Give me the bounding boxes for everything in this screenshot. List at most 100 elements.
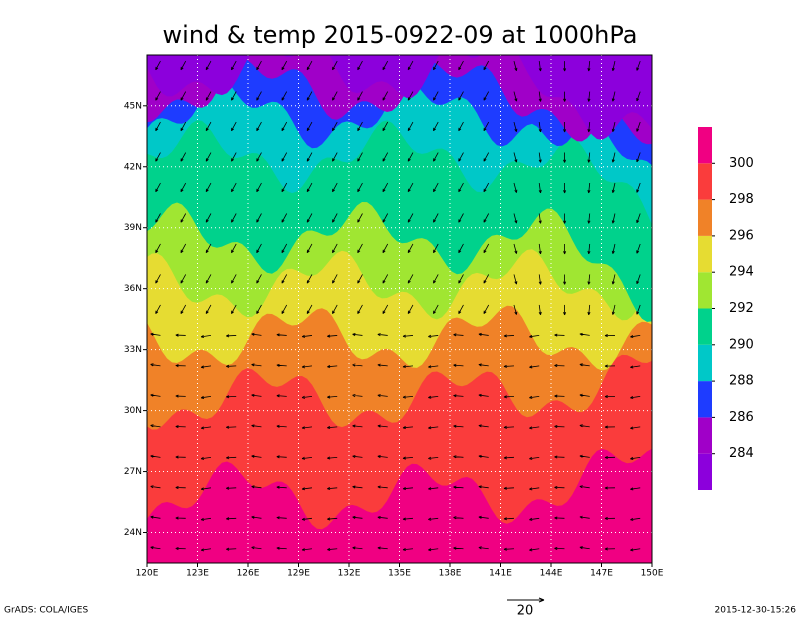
wind-vector [636, 121, 641, 132]
wind-vector [200, 456, 212, 460]
wind-vector [231, 121, 237, 132]
wind-vector [563, 213, 567, 224]
wind-vector [332, 304, 338, 315]
footer-right: 2015-12-30-15:26 [715, 606, 797, 616]
wind-vector [256, 182, 262, 193]
wind-vector [402, 426, 414, 430]
wind-vector [256, 304, 262, 315]
wind-vector [611, 182, 616, 193]
colorbar-segment [698, 235, 712, 273]
wind-vector [155, 243, 161, 254]
wind-vector [428, 426, 439, 430]
wind-vector [611, 121, 616, 133]
wind-vector [276, 546, 287, 550]
wind-vector [579, 546, 590, 550]
wind-vector [357, 274, 363, 284]
wind-vector [433, 60, 439, 71]
wind-vector [604, 425, 615, 429]
wind-vector [433, 274, 439, 284]
wind-vector [587, 61, 591, 72]
x-tick-label: 120E [136, 569, 159, 579]
wind-vector [357, 304, 363, 315]
wind-vector [251, 546, 262, 550]
x-tick-label: 129E [287, 569, 310, 579]
wind-vector [579, 454, 590, 458]
wind-vector [538, 304, 542, 316]
wind-vector [301, 395, 313, 399]
wind-vector [563, 152, 567, 163]
wind-vector [175, 394, 186, 398]
wind-vector [407, 60, 414, 71]
x-tick-label: 150E [641, 569, 664, 579]
colorbar-segment [698, 344, 712, 382]
wind-vector [458, 304, 464, 315]
x-tick-label: 123E [186, 569, 209, 579]
wind-vector [636, 91, 641, 102]
wind-vector [503, 517, 514, 521]
wind-vector [604, 364, 615, 368]
wind-vector [554, 425, 565, 429]
wind-vector [453, 424, 464, 428]
wind-vector [402, 365, 414, 369]
wind-vector [587, 91, 591, 102]
wind-vector [630, 517, 641, 521]
wind-vector [630, 487, 641, 491]
wind-vector [478, 363, 489, 367]
wind-vector [281, 243, 288, 254]
colorbar-segment [698, 453, 712, 490]
wind-vector [604, 455, 615, 460]
wind-vector [478, 485, 489, 489]
wind-vector [301, 365, 313, 369]
x-tick-label: 135E [388, 569, 411, 579]
wind-vector [256, 274, 262, 284]
wind-vector [453, 394, 464, 398]
wind-vector [636, 213, 641, 224]
colorbar-segment [698, 417, 712, 454]
wind-vector [402, 395, 414, 399]
wind-vector [256, 243, 262, 254]
wind-vector [587, 213, 591, 224]
wind-vector [155, 60, 161, 71]
wind-vector [226, 517, 237, 521]
wind-vector [563, 61, 567, 72]
wind-vector [554, 516, 565, 520]
wind-vector [529, 548, 540, 552]
wind-vector [483, 213, 490, 223]
wind-vector [428, 334, 439, 338]
wind-vector [587, 304, 591, 316]
wind-vector [636, 304, 641, 315]
wind-vector [538, 213, 542, 224]
wind-vector [301, 456, 313, 460]
wind-vector [301, 334, 313, 338]
wind-vector [453, 455, 464, 459]
wind-vector [382, 304, 389, 315]
wind-vector [611, 213, 616, 224]
wind-vector [281, 213, 288, 223]
wind-vector [513, 91, 518, 102]
wind-vector [513, 60, 518, 72]
wind-vector [458, 274, 464, 284]
wind-vector [306, 182, 313, 193]
footer-left: GrADS: COLA/IGES [4, 606, 88, 616]
wind-vector [483, 274, 490, 284]
wind-vector [276, 455, 287, 459]
wind-vector [611, 274, 616, 285]
wind-vector [453, 485, 464, 489]
wind-vector [611, 243, 616, 254]
wind-vector [306, 60, 313, 71]
wind-vector [205, 152, 212, 162]
wind-vector [433, 304, 439, 315]
wind-vector [513, 274, 518, 285]
wind-vector [407, 121, 414, 132]
y-tick-label: 42N [124, 162, 142, 172]
wind-vector [150, 363, 161, 367]
wind-vector [332, 152, 338, 162]
colorbar-segment [698, 163, 712, 200]
wind-vector [478, 546, 489, 550]
wind-vector [587, 243, 591, 255]
wind-vector [382, 274, 389, 284]
x-tick-label: 141E [489, 569, 512, 579]
colorbar-label: 298 [729, 192, 754, 207]
wind-vector [281, 304, 288, 315]
wind-vector [579, 485, 590, 489]
